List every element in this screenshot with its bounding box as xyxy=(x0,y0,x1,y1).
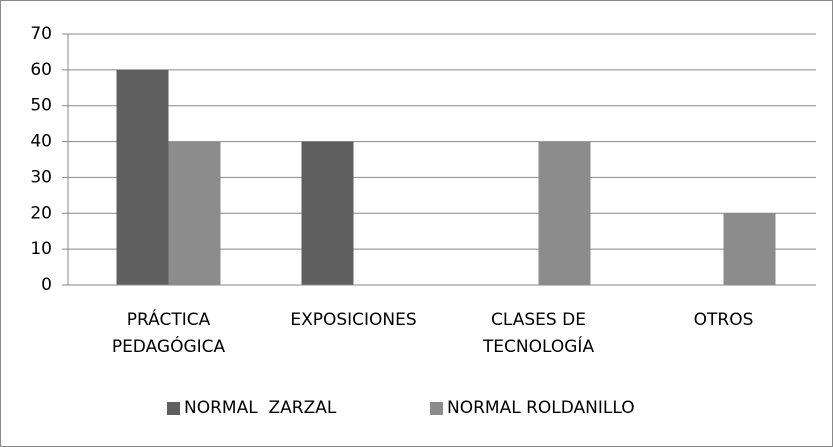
bar xyxy=(723,213,776,285)
legend-label: NORMAL ROLDANILLO xyxy=(447,398,635,418)
y-tick-label: 60 xyxy=(30,60,52,80)
legend-item: NORMAL ZARZAL xyxy=(167,398,336,418)
y-tick-label: 10 xyxy=(30,239,52,259)
y-tick-label: 40 xyxy=(30,132,52,152)
x-tick-label: EXPOSICIONES xyxy=(290,310,417,330)
bar xyxy=(168,141,221,285)
legend-swatch xyxy=(167,401,180,415)
x-tick-label: OTROS xyxy=(693,310,754,330)
bar xyxy=(301,141,354,285)
y-tick-label: 20 xyxy=(30,203,52,223)
bar xyxy=(538,141,591,285)
legend-item: NORMAL ROLDANILLO xyxy=(430,398,635,418)
y-tick-label: 50 xyxy=(30,96,52,116)
legend-swatch xyxy=(430,401,443,415)
y-tick-label: 70 xyxy=(30,24,52,44)
x-tick-label: CLASES DE TECNOLOGÍA xyxy=(482,310,595,357)
x-tick-label: PRÁCTICA PEDAGÓGICA xyxy=(111,310,226,357)
bar xyxy=(116,69,169,285)
y-tick-label: 30 xyxy=(30,167,52,187)
legend-label: NORMAL ZARZAL xyxy=(184,398,337,418)
y-tick-label: 0 xyxy=(41,275,52,295)
